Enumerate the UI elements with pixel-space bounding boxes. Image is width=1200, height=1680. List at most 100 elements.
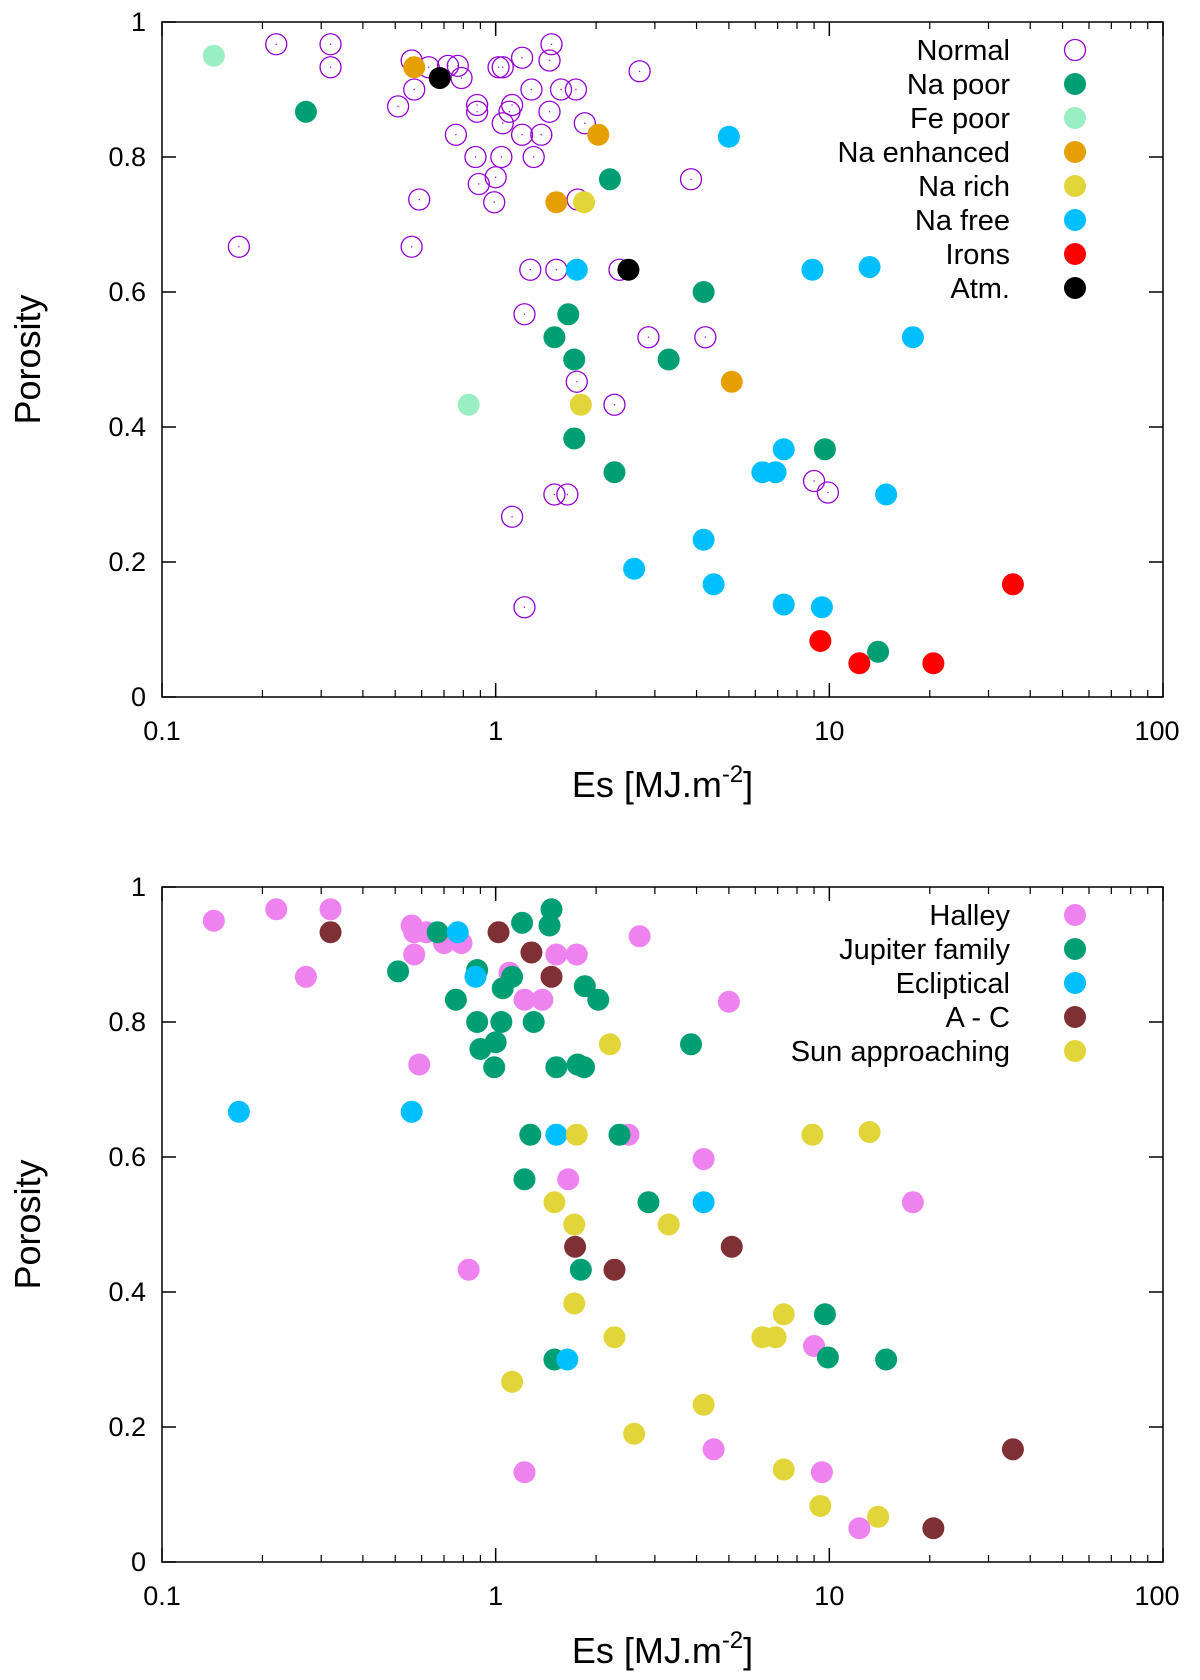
chart-1-point-center-normal bbox=[690, 178, 692, 180]
chart-1-series-atm bbox=[428, 67, 640, 281]
chart-1-point-na-free bbox=[692, 528, 715, 551]
chart-1-point-normal bbox=[500, 93, 524, 117]
chart-2-y-tick-label: 0.8 bbox=[108, 1007, 146, 1037]
chart-2-point-jupiter-family bbox=[608, 1123, 631, 1146]
chart-1-point-center-normal bbox=[555, 269, 558, 271]
chart-1-point-center-normal bbox=[329, 43, 332, 45]
chart-2-x-axis-title: Es [MJ.m-2] bbox=[572, 1627, 753, 1671]
chart-1-series-na-free bbox=[565, 125, 924, 619]
chart-1-point-normal bbox=[491, 112, 514, 135]
chart-1-series-na-enhanced bbox=[403, 56, 743, 393]
chart-1-y-tick-label: 1 bbox=[131, 7, 146, 37]
chart-2-point-ecliptical bbox=[227, 1100, 250, 1123]
chart-2-point-jupiter-family bbox=[444, 988, 467, 1011]
chart-2-legend-marker-halley bbox=[1064, 904, 1086, 926]
chart-1-point-center-normal bbox=[238, 246, 240, 248]
chart-2-point-sun-approaching bbox=[867, 1505, 890, 1528]
chart-1-point-na-free bbox=[901, 326, 924, 349]
chart-1-y-tick-label: 0.2 bbox=[108, 547, 146, 577]
chart-2-point-halley bbox=[717, 990, 740, 1013]
chart-2-legend-marker-ecliptical bbox=[1064, 972, 1086, 994]
chart-2-point-halley bbox=[408, 1053, 431, 1076]
chart-1-point-normal bbox=[628, 60, 651, 83]
chart-2-point-sun-approaching bbox=[764, 1326, 787, 1349]
chart-1-series-normal bbox=[227, 33, 840, 619]
chart-1-point-normal bbox=[556, 483, 579, 506]
chart-1-legend-marker-na-rich bbox=[1064, 175, 1086, 197]
chart-1-point-normal bbox=[490, 145, 513, 169]
chart-1-point-center-normal bbox=[566, 493, 569, 496]
chart-2-point-sun-approaching bbox=[543, 1191, 566, 1214]
chart-1-point-na-rich bbox=[573, 191, 596, 214]
chart-1-legend-marker-na-enhanced bbox=[1064, 141, 1086, 163]
chart-2-x-tick-label: 100 bbox=[1134, 1581, 1179, 1611]
chart-1-point-normal bbox=[637, 326, 660, 349]
chart-1-point-center-normal bbox=[560, 88, 562, 91]
chart-2-point-ecliptical bbox=[545, 1123, 568, 1146]
chart-1-point-na-enhanced bbox=[720, 370, 743, 393]
chart-1-legend-label-normal: Normal bbox=[917, 35, 1010, 67]
chart-2-point-sun-approaching bbox=[563, 1213, 586, 1236]
chart-2-point-jupiter-family bbox=[573, 975, 596, 998]
chart-2-legend-marker-sun-approaching bbox=[1064, 1040, 1086, 1062]
chart-1-point-normal bbox=[464, 145, 487, 169]
chart-1-point-center-normal bbox=[550, 43, 553, 45]
chart-2-point-jupiter-family bbox=[816, 1346, 839, 1369]
chart-2-point-a-c bbox=[564, 1235, 587, 1258]
chart-1-point-na-poor bbox=[657, 348, 680, 371]
chart-2-point-jupiter-family bbox=[490, 1011, 513, 1033]
chart-1-legend-marker-irons bbox=[1064, 243, 1086, 265]
chart-1-point-center-normal bbox=[704, 336, 707, 338]
chart-1-point-normal bbox=[450, 66, 473, 90]
chart-1-y-axis-title: Porosity bbox=[7, 294, 48, 424]
chart-1-point-na-poor bbox=[867, 640, 890, 663]
chart-1-point-normal bbox=[513, 303, 536, 326]
chart-1-point-center-normal bbox=[530, 88, 533, 91]
chart-1-series-na-poor bbox=[294, 100, 890, 663]
chart-1-point-na-poor bbox=[598, 168, 621, 191]
chart-1-y-tick-label: 0.4 bbox=[108, 412, 146, 442]
chart-2-point-halley bbox=[565, 943, 588, 966]
chart-2-legend-marker-a-c bbox=[1064, 1006, 1086, 1028]
chart-2-point-jupiter-family bbox=[813, 1303, 836, 1326]
chart-1-point-normal bbox=[816, 481, 840, 504]
chart-1-point-center-normal bbox=[413, 88, 415, 91]
chart-1-legend-label-na-poor: Na poor bbox=[907, 69, 1011, 101]
chart-1-point-center-normal bbox=[508, 111, 511, 113]
chart-2-point-halley bbox=[901, 1191, 924, 1214]
chart-1-point-normal bbox=[386, 95, 410, 118]
chart-2-x-tick-label: 0.1 bbox=[143, 1581, 181, 1611]
chart-1-point-normal bbox=[565, 370, 588, 393]
chart-2-point-a-c bbox=[603, 1258, 626, 1281]
chart-1-point-normal bbox=[465, 100, 489, 123]
chart-2-point-a-c bbox=[520, 941, 543, 964]
chart-1-point-na-enhanced bbox=[545, 191, 568, 214]
chart-2-point-halley bbox=[531, 988, 554, 1011]
chart-2-point-sun-approaching bbox=[858, 1121, 881, 1144]
chart-2-point-jupiter-family bbox=[501, 965, 524, 988]
chart-2-point-a-c bbox=[720, 1235, 743, 1258]
chart-2-point-sun-approaching bbox=[603, 1326, 626, 1349]
chart-1-plot-frame bbox=[161, 21, 1164, 698]
chart-1-legend-label-irons: Irons bbox=[946, 239, 1010, 271]
chart-1-point-center-normal bbox=[638, 70, 641, 72]
porosity-vs-energy-by-orbit-chart: 0 0.2 0.4 0.6 0.8 1 0.1 1 10 100 Es [MJ.m-2] Porosi… bbox=[7, 872, 1180, 1671]
chart-1-point-na-poor bbox=[563, 427, 586, 450]
chart-2-legend-marker-jupiter-family bbox=[1064, 938, 1086, 960]
chart-2-point-halley bbox=[557, 1168, 580, 1191]
chart-2-point-jupiter-family bbox=[387, 960, 410, 983]
chart-1-point-na-free bbox=[764, 461, 787, 484]
chart-2-series-sun-approaching bbox=[501, 1033, 890, 1528]
chart-2-point-jupiter-family bbox=[466, 1011, 489, 1033]
chart-1-y-tick-label: 0 bbox=[131, 682, 146, 712]
chart-1-series-fe-poor bbox=[202, 44, 480, 416]
chart-1-point-center-normal bbox=[613, 404, 616, 406]
chart-1-point-normal bbox=[519, 258, 542, 281]
chart-2-point-ecliptical bbox=[446, 921, 469, 944]
chart-2-point-ecliptical bbox=[556, 1348, 579, 1371]
chart-2-point-ecliptical bbox=[464, 965, 487, 988]
chart-1-point-center-normal bbox=[502, 122, 504, 124]
chart-2-y-tick-label: 1 bbox=[131, 872, 146, 902]
